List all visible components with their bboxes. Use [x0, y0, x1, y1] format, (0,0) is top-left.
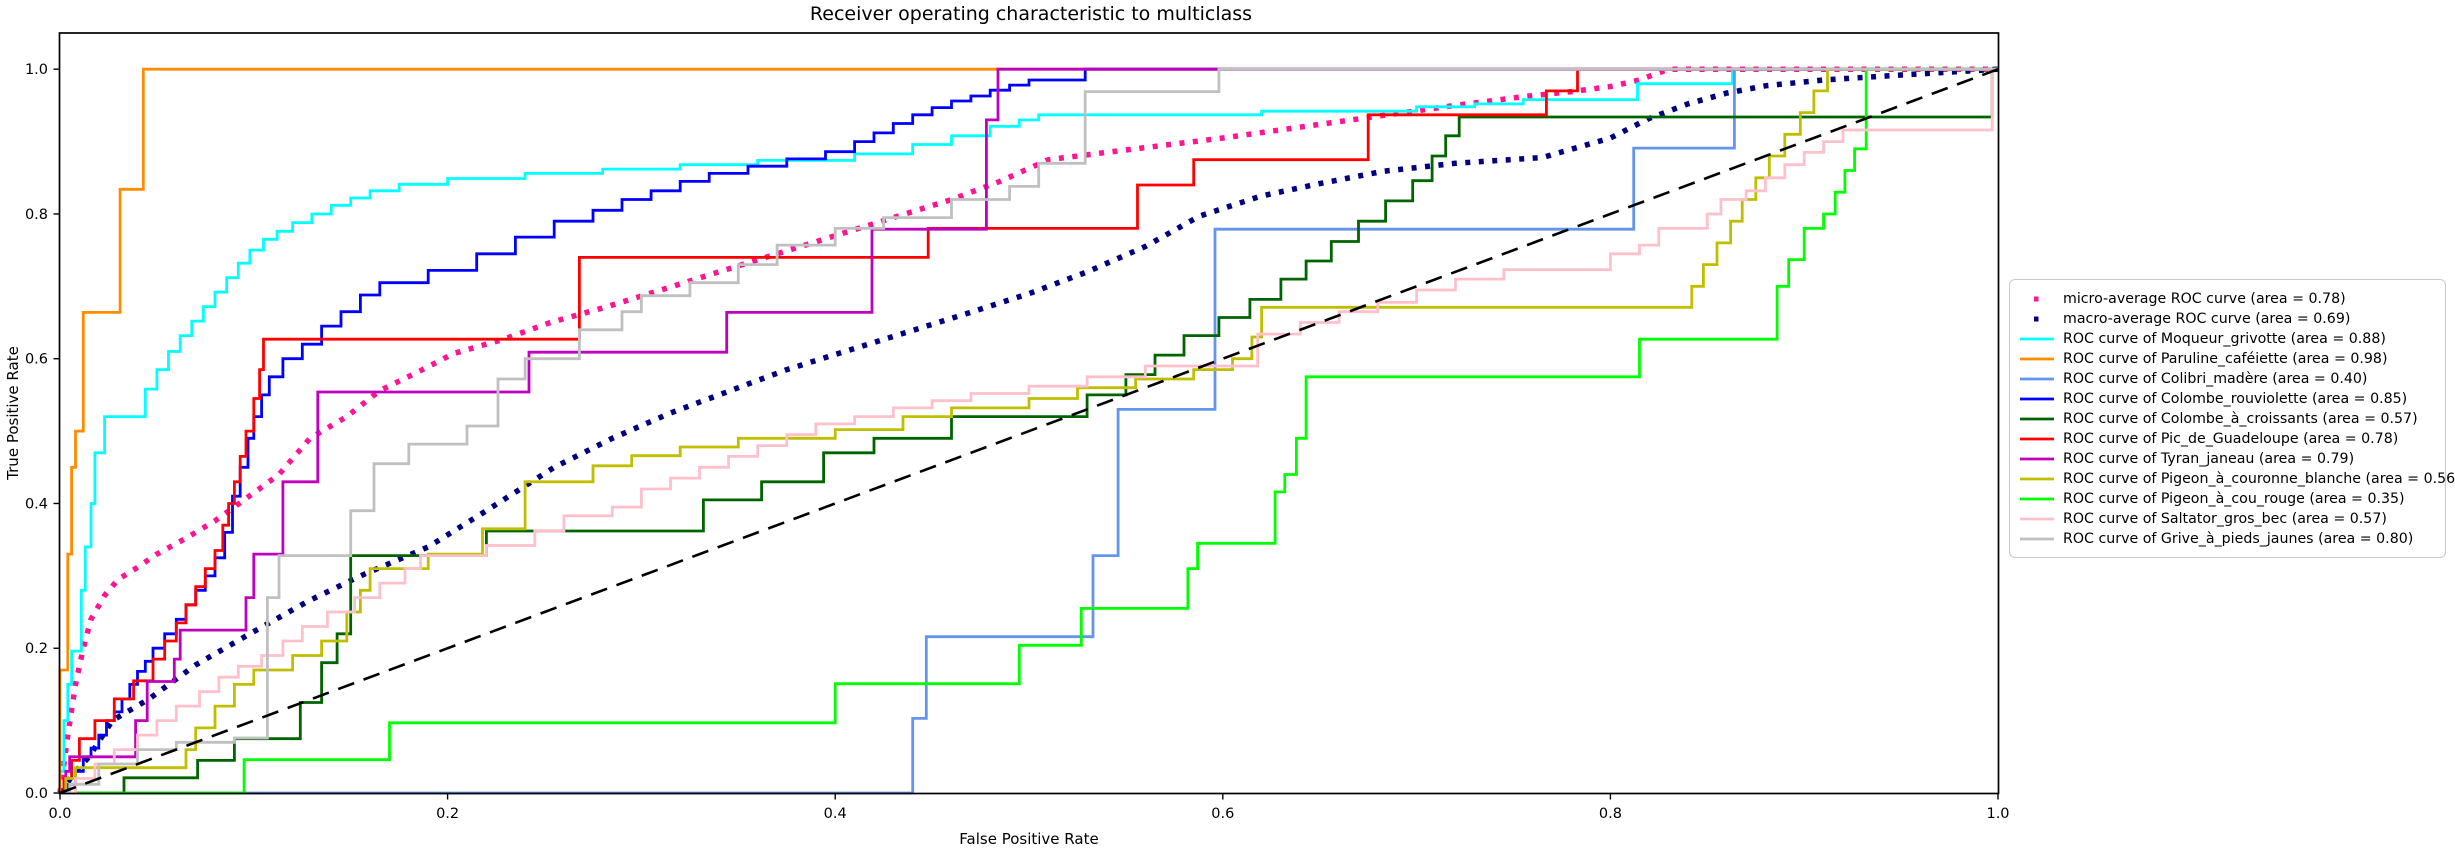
legend-item: micro-average ROC curve (area = 0.78) [2020, 289, 2435, 308]
legend-swatch-icon [2020, 357, 2054, 360]
axes-frame [58, 32, 2000, 795]
legend-item: ROC curve of Pigeon_à_cou_rouge (area = … [2020, 489, 2435, 508]
legend-swatch-icon [2020, 397, 2054, 400]
y-tick-label: 0.0 [25, 786, 48, 802]
x-tick-label: 1.0 [1986, 806, 2009, 822]
y-axis-label: True Positive Rate [4, 346, 22, 480]
y-tick-label: 0.4 [25, 496, 48, 512]
roc-curve-5 [60, 67, 1998, 795]
x-tick-label: 0.2 [436, 806, 459, 822]
legend-label: ROC curve of Pigeon_à_cou_rouge (area = … [2063, 490, 2405, 507]
legend-item: ROC curve of Paruline_caféiette (area = … [2020, 349, 2435, 368]
legend-swatch-icon [2020, 296, 2054, 301]
roc-curve-6 [60, 67, 1998, 795]
roc-curve-4 [60, 67, 1998, 795]
x-tick-label: 0.0 [48, 806, 71, 822]
roc-curve-10 [60, 67, 1998, 795]
x-axis-label: False Positive Rate [959, 830, 1099, 848]
y-tick-label: 0.2 [25, 641, 48, 657]
y-tick-label: 0.8 [25, 207, 48, 223]
legend-label: ROC curve of Paruline_caféiette (area = … [2063, 350, 2388, 367]
y-tick-label: 0.6 [25, 352, 48, 368]
legend-swatch-icon [2020, 517, 2054, 520]
legend-swatch-icon [2020, 457, 2054, 460]
legend-label: ROC curve of Colombe_rouviolette (area =… [2063, 390, 2408, 407]
legend-item: ROC curve of Saltator_gros_bec (area = 0… [2020, 509, 2435, 528]
legend-item: ROC curve of Grive_à_pieds_jaunes (area … [2020, 529, 2435, 548]
legend-swatch-icon [2020, 337, 2054, 340]
roc-curve-13 [59, 67, 1999, 795]
legend-label: ROC curve of Grive_à_pieds_jaunes (area … [2063, 530, 2414, 547]
legend-item: ROC curve of Pic_de_Guadeloupe (area = 0… [2020, 429, 2435, 448]
legend-swatch-icon [2020, 377, 2054, 380]
legend-item: ROC curve of Colombe_rouviolette (area =… [2020, 389, 2435, 408]
legend-swatch-icon [2020, 477, 2054, 480]
legend-item: ROC curve of Colibri_madère (area = 0.40… [2020, 369, 2435, 388]
legend-swatch-icon [2020, 537, 2054, 540]
legend-label: ROC curve of Moqueur_grivotte (area = 0.… [2063, 330, 2386, 347]
legend-item: ROC curve of Colombe_à_croissants (area … [2020, 409, 2435, 428]
legend-label: ROC curve of Saltator_gros_bec (area = 0… [2063, 510, 2387, 527]
roc-curve-9 [60, 67, 1998, 795]
x-tick-label: 0.8 [1599, 806, 1622, 822]
legend-label: ROC curve of Pigeon_à_couronne_blanche (… [2063, 470, 2455, 487]
legend-item: ROC curve of Moqueur_grivotte (area = 0.… [2020, 329, 2435, 348]
chart-title: Receiver operating characteristic to mul… [809, 3, 1253, 25]
legend-item: macro-average ROC curve (area = 0.69) [2020, 309, 2435, 328]
legend-label: ROC curve of Colombe_à_croissants (area … [2063, 410, 2418, 427]
legend-label: macro-average ROC curve (area = 0.69) [2063, 310, 2351, 327]
roc-curve-11 [60, 67, 1998, 795]
legend-item: ROC curve of Tyran_janeau (area = 0.79) [2020, 449, 2435, 468]
x-tick-label: 0.6 [1211, 806, 1234, 822]
legend-swatch-icon [2020, 316, 2054, 321]
roc-curve-12 [60, 67, 1998, 795]
roc-curve-2 [58, 67, 1998, 793]
legend-swatch-icon [2020, 497, 2054, 500]
roc-curve-3 [58, 67, 1998, 793]
roc-curve-7 [60, 67, 1998, 795]
y-tick-label: 1.0 [25, 62, 48, 78]
legend-swatch-icon [2020, 417, 2054, 420]
x-tick-label: 0.4 [824, 806, 847, 822]
legend-label: ROC curve of Tyran_janeau (area = 0.79) [2063, 450, 2355, 467]
legend-swatch-icon [2020, 437, 2054, 440]
legend-label: micro-average ROC curve (area = 0.78) [2063, 290, 2346, 307]
legend-item: ROC curve of Pigeon_à_couronne_blanche (… [2020, 469, 2455, 488]
legend-label: ROC curve of Colibri_madère (area = 0.40… [2063, 370, 2368, 387]
legend: micro-average ROC curve (area = 0.78) mac… [2009, 279, 2455, 558]
legend-label: ROC curve of Pic_de_Guadeloupe (area = 0… [2063, 430, 2399, 447]
